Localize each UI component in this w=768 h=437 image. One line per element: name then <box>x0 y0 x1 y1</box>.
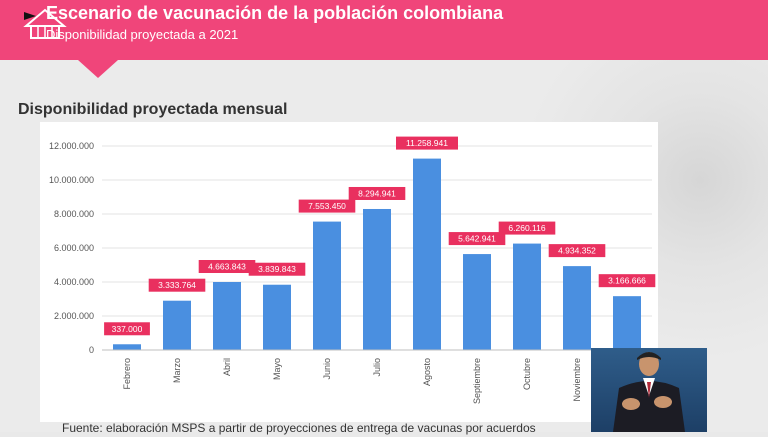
bar <box>413 158 441 350</box>
colombia-crest-logo <box>23 8 67 39</box>
bar <box>113 344 141 350</box>
sign-language-interpreter-video <box>591 348 707 432</box>
y-tick-label: 4.000.000 <box>54 277 94 287</box>
data-label: 4.663.843 <box>208 262 246 272</box>
data-label-box <box>598 274 656 288</box>
banner-title: Escenario de vacunación de la población … <box>46 3 504 23</box>
data-label: 4.934.352 <box>558 246 596 256</box>
data-label-box <box>548 244 606 258</box>
x-tick-label: Marzo <box>172 358 182 383</box>
x-tick-label: Mayo <box>272 358 282 380</box>
data-label: 337.000 <box>112 324 143 334</box>
data-label: 11.258.941 <box>406 138 448 148</box>
data-label-box <box>298 199 356 213</box>
y-tick-label: 10.000.000 <box>49 175 94 185</box>
bar <box>263 284 291 350</box>
data-label-box <box>348 186 406 200</box>
bar <box>613 296 641 350</box>
bar <box>213 282 241 350</box>
data-label: 3.166.666 <box>608 276 646 286</box>
data-label: 6.260.116 <box>508 223 545 233</box>
y-tick-label: 8.000.000 <box>54 209 94 219</box>
data-label: 3.333.764 <box>158 280 196 290</box>
x-tick-label: Noviembre <box>572 358 582 402</box>
banner-notch <box>78 60 118 78</box>
data-label: 5.642.941 <box>458 234 496 244</box>
bar <box>363 208 391 350</box>
chart-panel: 0 2.000.000 4.000.000 6.000.000 8.000.000 10.… <box>40 122 658 422</box>
x-tick-label: Octubre <box>522 358 532 390</box>
y-tick-label: 12.000.000 <box>49 141 94 151</box>
data-label-box <box>396 136 458 150</box>
header-banner: Escenario de vacunación de la población … <box>0 0 768 60</box>
bar <box>163 300 191 350</box>
bar <box>313 221 341 350</box>
x-tick-label: Abril <box>222 358 232 376</box>
source-note: Fuente: elaboración MSPS a partir de pro… <box>62 421 536 435</box>
x-tick-label: Agosto <box>422 358 432 386</box>
bar <box>513 243 541 350</box>
data-label: 8.294.941 <box>358 188 396 198</box>
banner-subtitle: Disponibilidad proyectada a 2021 <box>46 27 239 42</box>
data-label-box <box>148 278 206 292</box>
data-label-box <box>498 221 556 235</box>
data-label: 7.553.450 <box>308 201 346 211</box>
x-tick-label: Julio <box>372 358 382 377</box>
bar-chart: 0 2.000.000 4.000.000 6.000.000 8.000.000 10.… <box>49 136 656 404</box>
data-label-box <box>104 322 150 336</box>
x-tick-label: Junio <box>322 358 332 380</box>
data-label: 3.839.843 <box>258 264 296 274</box>
interpreter-figure-icon <box>613 352 685 432</box>
y-tick-label: 2.000.000 <box>54 311 94 321</box>
data-label-box <box>248 262 306 276</box>
y-tick-label: 0 <box>89 345 94 355</box>
y-tick-label: 6.000.000 <box>54 243 94 253</box>
data-label-box <box>198 260 256 273</box>
x-tick-label: Febrero <box>122 358 132 390</box>
chart-heading: Disponibilidad proyectada mensual <box>18 101 288 118</box>
x-tick-label: Septiembre <box>472 358 482 404</box>
bar <box>563 266 591 350</box>
data-label-box <box>448 232 506 246</box>
bar <box>463 254 491 350</box>
